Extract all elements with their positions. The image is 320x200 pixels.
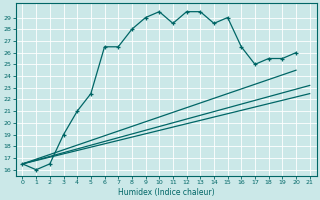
X-axis label: Humidex (Indice chaleur): Humidex (Indice chaleur): [118, 188, 214, 197]
